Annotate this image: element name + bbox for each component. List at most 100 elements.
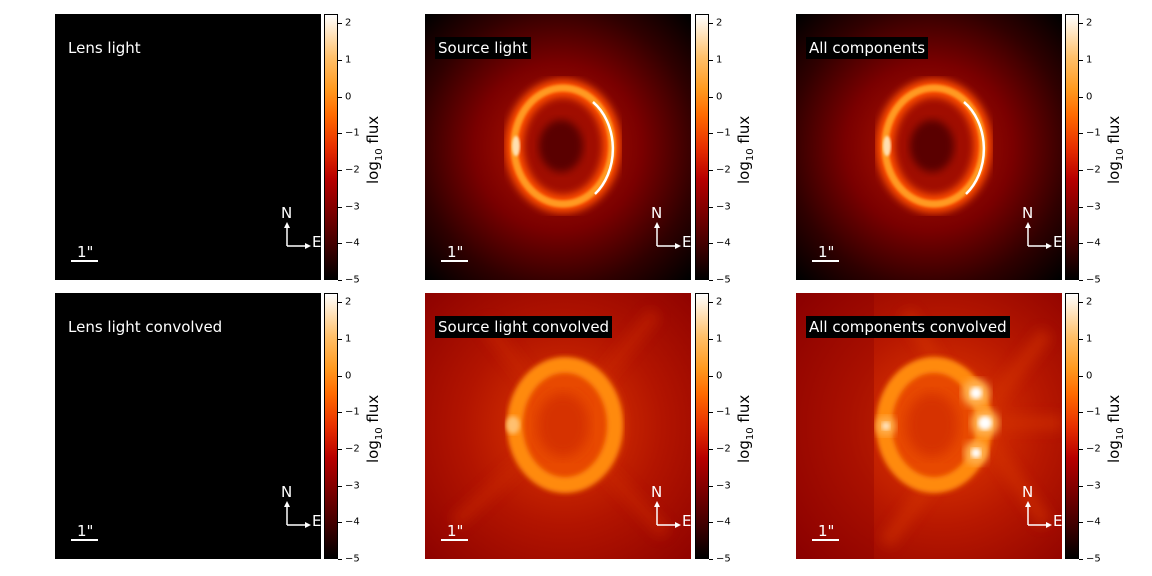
colorbar-tick (338, 23, 342, 25)
colorbar-tick (338, 559, 342, 560)
colorbar-tick-label: 0 (345, 370, 352, 382)
colorbar-ticks: 2 1 0 −1 −2 −3 −4 −5 (1079, 14, 1119, 286)
colorbar-tick-label: 0 (1086, 370, 1093, 382)
panel-title: Lens light (65, 37, 144, 59)
colorbar-tick-label: −5 (1086, 274, 1101, 286)
colorbar-tick (338, 59, 342, 61)
colorbar-tick-label: −4 (1086, 516, 1101, 528)
colorbar-tick-label: −4 (716, 516, 731, 528)
colorbar-tick-label: −3 (345, 480, 360, 492)
colorbar-tick (1079, 23, 1083, 25)
colorbar-tick-label: 2 (345, 17, 352, 29)
colorbar-ticks: 2 1 0 −1 −2 −3 −4 −5 (1079, 293, 1119, 565)
colorbar (324, 293, 338, 559)
colorbar-tick-label: −3 (1086, 201, 1101, 213)
colorbar-tick (338, 243, 342, 245)
colorbar-tick (1079, 412, 1083, 414)
colorbar (1065, 14, 1079, 280)
colorbar-tick (338, 448, 342, 450)
colorbar-tick-label: −4 (716, 237, 731, 249)
colorbar-tick-label: −1 (716, 127, 731, 139)
scale-bar-label: 1" (818, 522, 835, 540)
colorbar (695, 293, 709, 559)
scale-bar (812, 539, 839, 541)
colorbar-label: log10 flux (735, 115, 756, 184)
panel-all-components-convolved: All components convolved 1" N E (796, 293, 1062, 559)
colorbar-tick (709, 96, 713, 98)
scale-bar (441, 260, 468, 262)
colorbar-tick (338, 485, 342, 487)
colorbar-tick-label: 1 (345, 333, 352, 345)
colorbar (1065, 293, 1079, 559)
colorbar-tick (338, 338, 342, 340)
colorbar-label: log10 flux (735, 394, 756, 463)
colorbar-tick-label: −2 (1086, 164, 1101, 176)
colorbar-tick (338, 206, 342, 208)
colorbar-tick-label: −4 (345, 516, 360, 528)
panel-lens-light-convolved: Lens light convolved 1" N E (55, 293, 321, 559)
colorbar-tick-label: −5 (1086, 553, 1101, 565)
colorbar-tick-label: −3 (1086, 480, 1101, 492)
colorbar-ticks: 2 1 0 −1 −2 −3 −4 −5 (709, 293, 749, 565)
panel-title: All components convolved (806, 316, 1010, 338)
panel-lens-light: Lens light 1" N E (55, 14, 321, 280)
colorbar-tick (709, 375, 713, 377)
colorbar-tick (709, 23, 713, 25)
colorbar-tick (1079, 206, 1083, 208)
scale-bar-label: 1" (447, 243, 464, 261)
colorbar-tick (709, 133, 713, 135)
colorbar-ticks: 2 1 0 −1 −2 −3 −4 −5 (338, 14, 378, 286)
scale-bar (71, 260, 98, 262)
colorbar-tick-label: −3 (716, 480, 731, 492)
scale-bar (812, 260, 839, 262)
scale-bar-label: 1" (818, 243, 835, 261)
colorbar-tick-label: −1 (345, 127, 360, 139)
colorbar-tick (1079, 169, 1083, 171)
colorbar-tick-label: −2 (716, 443, 731, 455)
colorbar-tick (709, 485, 713, 487)
colorbar-tick (1079, 522, 1083, 524)
colorbar-tick-label: 0 (1086, 91, 1093, 103)
colorbar-tick-label: 2 (716, 296, 723, 308)
panel-source-light: Source light 1" N E (425, 14, 691, 280)
panel-title: Source light (435, 37, 531, 59)
scale-bar-label: 1" (447, 522, 464, 540)
colorbar-tick (709, 169, 713, 171)
panel-title: All components (806, 37, 929, 59)
colorbar-tick (1079, 302, 1083, 304)
colorbar-tick (709, 59, 713, 61)
colorbar-label: log10 flux (1105, 394, 1126, 463)
colorbar-tick-label: −5 (716, 553, 731, 565)
colorbar-tick (1079, 96, 1083, 98)
colorbar (695, 14, 709, 280)
colorbar-tick-label: −1 (716, 406, 731, 418)
colorbar-tick-label: 1 (1086, 333, 1093, 345)
colorbar-tick-label: −2 (1086, 443, 1101, 455)
colorbar-tick (1079, 280, 1083, 281)
colorbar-tick-label: −5 (716, 274, 731, 286)
scale-bar (441, 539, 468, 541)
colorbar-ticks: 2 1 0 −1 −2 −3 −4 −5 (338, 293, 378, 565)
colorbar-tick-label: −3 (345, 201, 360, 213)
colorbar-tick-label: 2 (1086, 296, 1093, 308)
colorbar-tick (1079, 133, 1083, 135)
colorbar-tick-label: 2 (716, 17, 723, 29)
colorbar-tick-label: −2 (345, 443, 360, 455)
colorbar-tick (1079, 375, 1083, 377)
colorbar-tick (709, 280, 713, 281)
colorbar-label: log10 flux (1105, 115, 1126, 184)
colorbar-tick-label: −2 (345, 164, 360, 176)
colorbar-tick (709, 302, 713, 304)
colorbar-tick-label: 0 (716, 91, 723, 103)
colorbar-tick (1079, 448, 1083, 450)
colorbar-tick (709, 559, 713, 560)
scale-bar (71, 539, 98, 541)
colorbar-tick (709, 206, 713, 208)
colorbar-tick (709, 412, 713, 414)
colorbar-tick-label: −2 (716, 164, 731, 176)
panel-title: Source light convolved (435, 316, 613, 338)
colorbar-tick (709, 338, 713, 340)
colorbar-tick-label: 1 (345, 54, 352, 66)
colorbar-tick (1079, 559, 1083, 560)
colorbar (324, 14, 338, 280)
